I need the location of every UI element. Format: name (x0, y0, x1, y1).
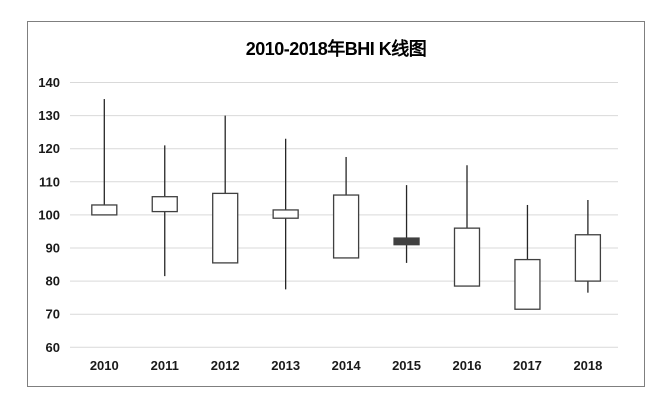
y-tick-label-140: 140 (38, 75, 60, 90)
y-tick-label-110: 110 (39, 174, 60, 189)
x-axis-tick-labels: 2010 2011 2012 2013 2014 2015 2016 2017 2018 (90, 358, 603, 373)
y-tick-label-120: 120 (38, 141, 60, 156)
candle-body-2018 (574, 234, 602, 282)
candle-2013 (272, 138, 299, 290)
y-axis-tick-labels: 140 130 120 110 100 90 80 70 60 (38, 75, 60, 355)
x-tick-label-2016: 2016 (453, 358, 482, 373)
x-tick-label-2010: 2010 (90, 358, 119, 373)
x-tick-label-2012: 2012 (211, 358, 240, 373)
candle-2012 (212, 115, 239, 264)
y-tick-label-70: 70 (46, 307, 60, 322)
candle-2011 (151, 145, 178, 277)
candle-2010 (91, 99, 118, 216)
x-tick-label-2015: 2015 (392, 358, 421, 373)
candle-2016 (453, 165, 481, 287)
x-tick-label-2014: 2014 (332, 358, 362, 373)
x-tick-label-2011: 2011 (151, 358, 179, 373)
y-tick-label-90: 90 (46, 241, 60, 256)
candle-body-2016 (453, 227, 481, 287)
candle-body-2013 (272, 209, 299, 219)
candle-2014 (332, 156, 360, 259)
x-tick-label-2017: 2017 (513, 358, 542, 373)
candle-2018 (574, 200, 602, 293)
candle-body-2014 (332, 194, 360, 259)
candle-body-2017 (514, 258, 541, 310)
y-tick-label-60: 60 (46, 340, 60, 355)
candles (91, 99, 602, 310)
candle-2015 (393, 185, 420, 263)
x-tick-label-2013: 2013 (271, 358, 300, 373)
candle-body-2010 (91, 204, 118, 216)
y-tick-label-80: 80 (46, 274, 60, 289)
chart-title: 2010-2018年BHI K线图 (245, 39, 427, 59)
x-tick-label-2018: 2018 (573, 358, 602, 373)
candle-2017 (514, 204, 541, 310)
candle-body-2012 (212, 192, 239, 264)
y-tick-label-100: 100 (38, 207, 60, 222)
candle-body-2015 (393, 237, 420, 246)
y-tick-label-130: 130 (38, 108, 60, 123)
candle-body-2011 (151, 196, 178, 213)
